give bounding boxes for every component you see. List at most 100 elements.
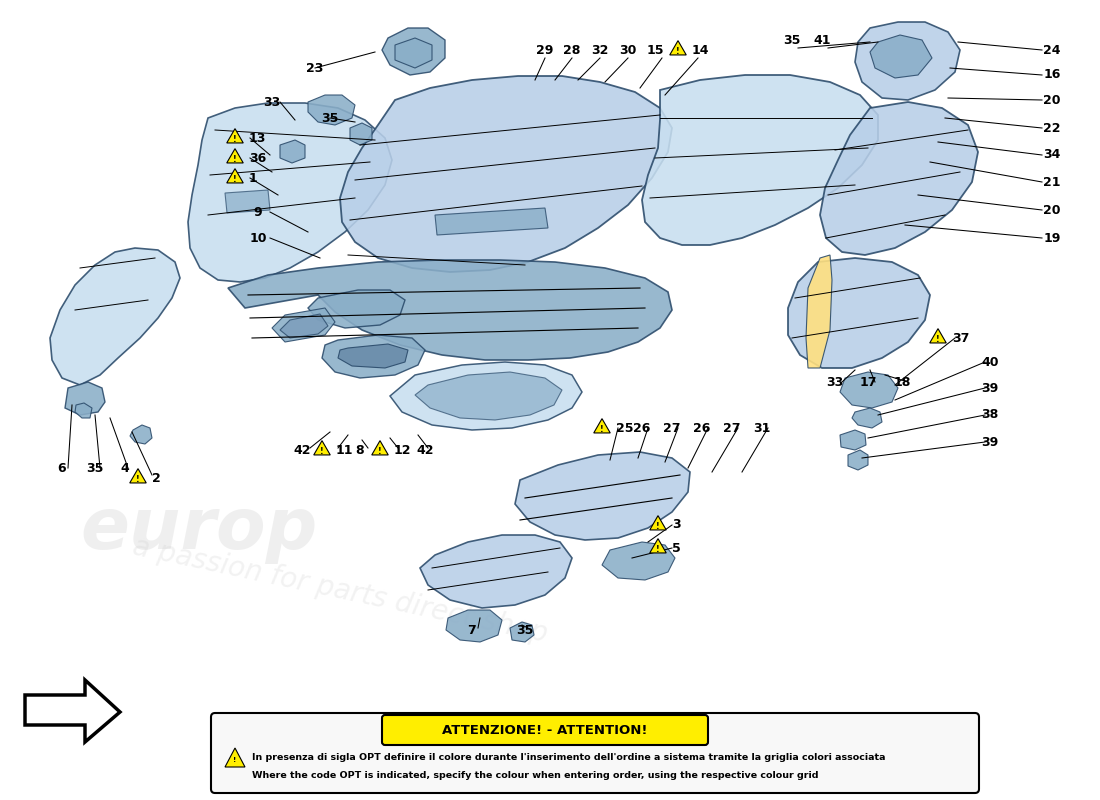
Text: 16: 16 <box>1043 69 1060 82</box>
Polygon shape <box>130 425 152 444</box>
Text: 1: 1 <box>249 171 257 185</box>
Text: 12: 12 <box>394 443 411 457</box>
Text: 40: 40 <box>981 355 999 369</box>
Text: a passion for parts direct shop: a passion for parts direct shop <box>130 532 550 648</box>
Text: 35: 35 <box>516 623 534 637</box>
Text: 39: 39 <box>981 435 999 449</box>
Text: 33: 33 <box>263 95 280 109</box>
Text: 10: 10 <box>250 231 266 245</box>
Polygon shape <box>130 469 146 483</box>
Polygon shape <box>272 308 336 342</box>
Polygon shape <box>390 362 582 430</box>
Polygon shape <box>594 418 610 433</box>
Text: 19: 19 <box>1043 231 1060 245</box>
Polygon shape <box>188 103 392 282</box>
Text: 37: 37 <box>952 331 969 345</box>
Polygon shape <box>434 208 548 235</box>
Text: !: ! <box>657 522 660 530</box>
Text: 5: 5 <box>672 542 681 554</box>
Text: 20: 20 <box>1043 94 1060 106</box>
Text: 39: 39 <box>981 382 999 394</box>
Text: ATTENZIONE! - ATTENTION!: ATTENZIONE! - ATTENTION! <box>442 723 648 737</box>
Text: 42: 42 <box>416 443 433 457</box>
Polygon shape <box>510 622 534 642</box>
Polygon shape <box>227 149 243 163</box>
Text: 6: 6 <box>57 462 66 474</box>
Polygon shape <box>670 41 686 55</box>
Text: 26: 26 <box>634 422 651 434</box>
Text: !: ! <box>233 154 236 164</box>
Text: 2: 2 <box>152 471 161 485</box>
Text: 26: 26 <box>693 422 711 434</box>
Text: !: ! <box>233 757 236 763</box>
Polygon shape <box>788 258 930 368</box>
Text: !: ! <box>676 46 680 56</box>
Polygon shape <box>855 22 960 100</box>
Text: 15: 15 <box>647 43 663 57</box>
Text: 35: 35 <box>86 462 103 474</box>
Text: 18: 18 <box>893 375 911 389</box>
Polygon shape <box>340 76 672 272</box>
Text: Where the code OPT is indicated, specify the colour when entering order, using t: Where the code OPT is indicated, specify… <box>252 770 818 779</box>
Polygon shape <box>650 538 667 553</box>
Polygon shape <box>870 35 932 78</box>
Polygon shape <box>848 450 868 470</box>
Polygon shape <box>280 140 305 163</box>
Polygon shape <box>227 129 243 143</box>
Text: europ: europ <box>80 495 318 565</box>
Polygon shape <box>820 102 978 255</box>
FancyBboxPatch shape <box>211 713 979 793</box>
Text: 21: 21 <box>1043 175 1060 189</box>
Polygon shape <box>852 408 882 428</box>
Text: !: ! <box>657 545 660 554</box>
Polygon shape <box>322 335 425 378</box>
Polygon shape <box>308 95 355 125</box>
Text: 14: 14 <box>692 43 710 57</box>
Polygon shape <box>840 372 898 408</box>
Text: 35: 35 <box>783 34 801 46</box>
Text: !: ! <box>320 446 323 456</box>
Text: 28: 28 <box>563 43 581 57</box>
Polygon shape <box>314 441 330 455</box>
Polygon shape <box>840 430 866 450</box>
Text: 3: 3 <box>672 518 681 531</box>
Polygon shape <box>280 314 328 338</box>
Polygon shape <box>415 372 562 420</box>
Text: 30: 30 <box>619 43 637 57</box>
Polygon shape <box>395 38 432 68</box>
Text: 20: 20 <box>1043 203 1060 217</box>
Text: 23: 23 <box>306 62 323 74</box>
Text: 27: 27 <box>724 422 740 434</box>
Polygon shape <box>446 610 502 642</box>
Polygon shape <box>50 248 180 385</box>
Text: 7: 7 <box>468 623 476 637</box>
Text: !: ! <box>936 334 939 344</box>
Text: 36: 36 <box>249 151 266 165</box>
Text: 35: 35 <box>321 111 339 125</box>
Text: 13: 13 <box>249 131 266 145</box>
Polygon shape <box>65 382 104 415</box>
Polygon shape <box>650 516 667 530</box>
Polygon shape <box>350 123 372 145</box>
Text: 9: 9 <box>254 206 262 218</box>
Polygon shape <box>372 441 388 455</box>
Text: 17: 17 <box>859 375 877 389</box>
Text: !: ! <box>601 425 604 434</box>
Text: 31: 31 <box>754 422 771 434</box>
Text: 27: 27 <box>663 422 681 434</box>
Text: 24: 24 <box>1043 43 1060 57</box>
Polygon shape <box>382 28 446 75</box>
Polygon shape <box>226 190 270 213</box>
Polygon shape <box>338 344 408 368</box>
Text: 4: 4 <box>121 462 130 474</box>
Polygon shape <box>602 542 675 580</box>
Polygon shape <box>75 403 92 418</box>
Text: 22: 22 <box>1043 122 1060 134</box>
Polygon shape <box>25 680 120 742</box>
Text: In presenza di sigla OPT definire il colore durante l'inserimento dell'ordine a : In presenza di sigla OPT definire il col… <box>252 753 886 762</box>
Text: 25: 25 <box>616 422 634 434</box>
FancyBboxPatch shape <box>382 715 708 745</box>
Polygon shape <box>226 748 245 767</box>
Polygon shape <box>420 535 572 608</box>
Text: 41: 41 <box>813 34 830 46</box>
